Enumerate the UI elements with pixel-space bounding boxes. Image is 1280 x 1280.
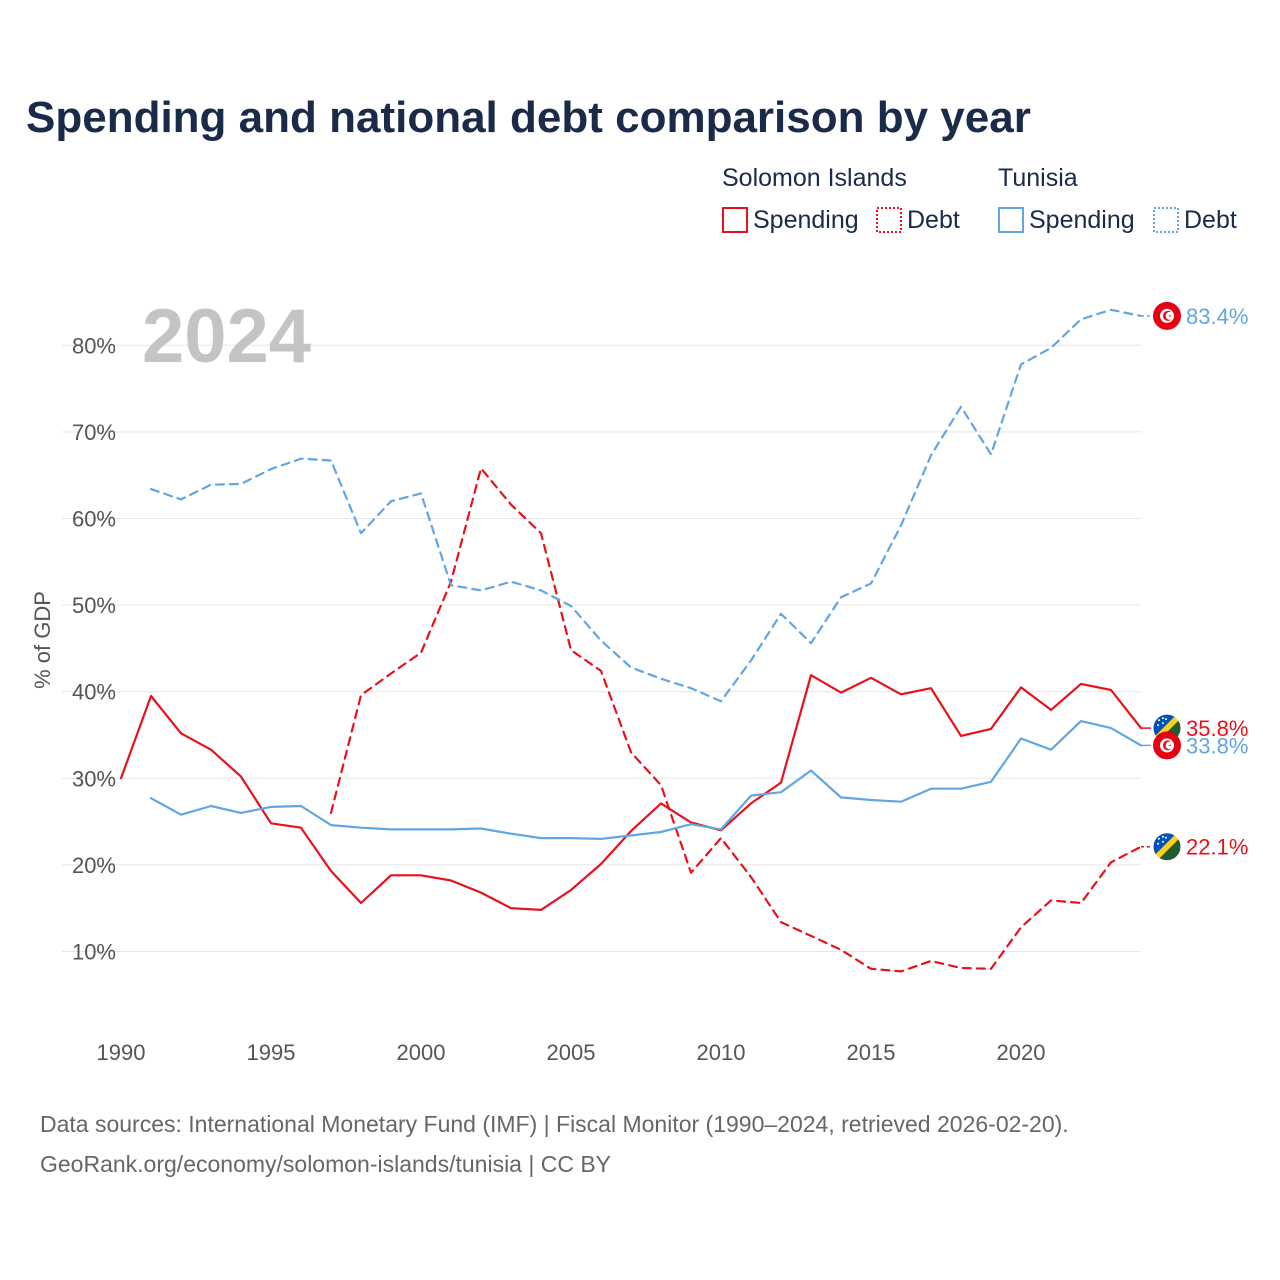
end-label-tunisia-spending: 33.8% [1186,733,1248,758]
legend-label-tunisia-debt: Debt [1184,206,1237,234]
end-label-tunisia-debt: 83.4% [1186,304,1248,329]
legend: Solomon Islands Spending Debt Tunisia Sp… [722,164,1237,234]
series-line-solomon-islands-debt [329,467,1143,973]
end-label-solomon-islands-debt: 22.1% [1186,835,1248,860]
x-tick-label: 2020 [997,1040,1046,1065]
y-tick-label: 30% [72,766,116,791]
solomon-islands-flag-icon [1152,832,1182,862]
y-tick-label: 50% [72,593,116,618]
y-tick-label: 10% [72,940,116,965]
legend-label-solomon-spending: Spending [753,206,859,234]
legend-swatch-tunisia-spending [998,207,1024,233]
y-tick-label: 60% [72,507,116,532]
chart-title: Spending and national debt comparison by… [26,93,1031,142]
tunisia-flag-icon [1153,301,1181,330]
x-tick-label: 1995 [247,1040,296,1065]
series-line-tunisia-spending [149,719,1143,841]
source-line-1: Data sources: International Monetary Fun… [40,1111,1069,1137]
legend-group-tunisia: Tunisia [998,164,1078,192]
tunisia-flag-icon [1153,731,1181,760]
x-tick-label: 2000 [397,1040,446,1065]
year-watermark: 2024 [142,294,311,379]
legend-label-tunisia-spending: Spending [1029,206,1135,234]
y-tick-label: 40% [72,680,116,705]
legend-swatch-solomon-debt [876,207,902,233]
end-label-solomon-islands-spending: 35.8% [1186,716,1248,741]
legend-swatch-solomon-spending [722,207,748,233]
x-tick-label: 1990 [97,1040,146,1065]
x-tick-label: 2015 [847,1040,896,1065]
end-labels: 35.8% 22.1% 33.8% 83.4% [1141,301,1248,862]
legend-swatch-tunisia-debt [1153,207,1179,233]
y-tick-label: 20% [72,853,116,878]
y-tick-label: 80% [72,333,116,358]
y-axis-ticks: 10% 20% 30% 40% 50% 60% 70% 80% [72,333,116,964]
y-tick-label: 70% [72,420,116,445]
source-line-2: GeoRank.org/economy/solomon-islands/tuni… [40,1151,611,1177]
legend-group-solomon-islands: Solomon Islands [722,164,907,192]
y-axis-label: % of GDP [30,591,55,689]
x-tick-label: 2010 [697,1040,746,1065]
series-line-tunisia-debt [149,308,1143,703]
x-tick-label: 2005 [547,1040,596,1065]
legend-label-solomon-debt: Debt [907,206,960,234]
x-axis-ticks: 1990 1995 2000 2005 2010 2015 2020 [97,1040,1046,1065]
series-line-solomon-islands-spending [119,674,1143,912]
series-lines [119,308,1143,973]
